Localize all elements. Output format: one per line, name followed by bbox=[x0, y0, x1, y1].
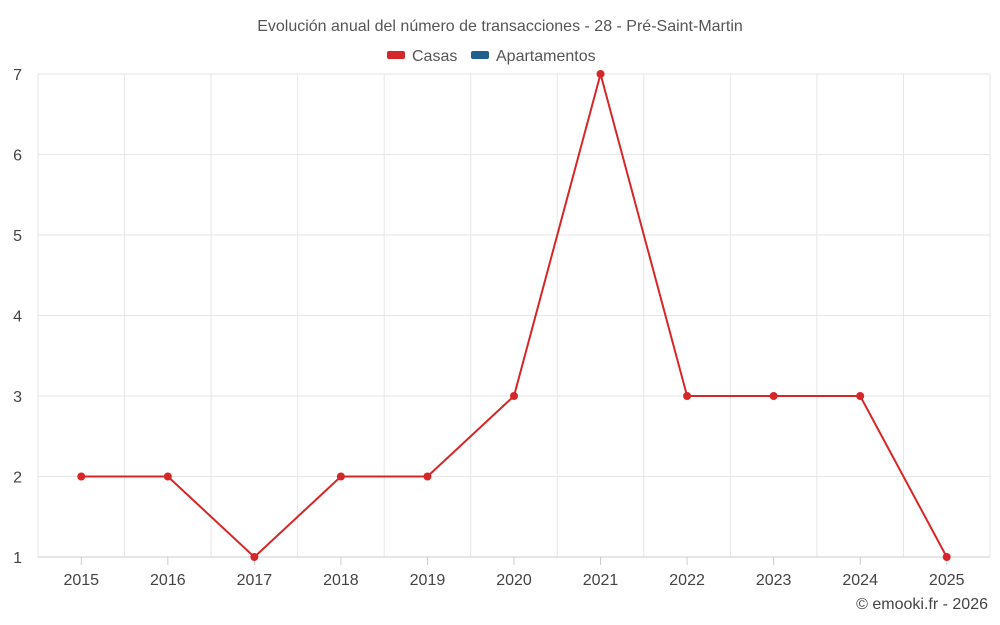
grid bbox=[37, 73, 991, 557]
data-point[interactable] bbox=[596, 70, 605, 78]
x-tick-label: 2023 bbox=[756, 572, 792, 589]
x-tick-label: 2021 bbox=[583, 572, 619, 589]
y-tick-label: 1 bbox=[13, 550, 22, 567]
data-point[interactable] bbox=[163, 472, 172, 481]
credit: © emooki.fr - 2026 bbox=[856, 596, 988, 613]
legend-swatch-apartamentos bbox=[471, 51, 489, 59]
data-point[interactable] bbox=[510, 392, 518, 400]
x-tick-label: 2017 bbox=[237, 572, 273, 589]
x-tick-label: 2024 bbox=[842, 572, 878, 589]
y-tick-label: 5 bbox=[13, 228, 22, 245]
data-point[interactable] bbox=[336, 472, 345, 481]
y-tick-label: 3 bbox=[13, 389, 22, 406]
legend-label-apartamentos: Apartamentos bbox=[496, 48, 596, 65]
x-tick-label: 2022 bbox=[669, 572, 705, 589]
data-point[interactable] bbox=[77, 472, 86, 481]
data-point[interactable] bbox=[250, 553, 259, 561]
x-tick-label: 2020 bbox=[496, 572, 532, 589]
series-casas bbox=[77, 70, 951, 561]
legend-label-casas: Casas bbox=[412, 48, 457, 65]
axes: 1 2 3 4 5 6 7 2015 2016 2017 2018 2019 2020 2021 2022 2… bbox=[13, 67, 990, 589]
legend-item-apartamentos[interactable]: Apartamentos bbox=[471, 48, 596, 65]
y-tick-label: 6 bbox=[13, 148, 22, 165]
chart-title: Evolución anual del número de transaccio… bbox=[257, 18, 743, 35]
x-tick-label: 2015 bbox=[63, 572, 99, 589]
x-tick-label: 2025 bbox=[929, 572, 965, 589]
legend: Casas Apartamentos bbox=[387, 48, 596, 65]
x-tick-label: 2016 bbox=[150, 572, 186, 589]
legend-item-casas[interactable]: Casas bbox=[387, 48, 457, 65]
data-point[interactable] bbox=[942, 553, 951, 561]
y-tick-label: 2 bbox=[13, 470, 22, 487]
data-point[interactable] bbox=[423, 472, 432, 481]
y-tick-label: 4 bbox=[13, 309, 22, 326]
data-point[interactable] bbox=[683, 392, 692, 400]
data-point[interactable] bbox=[856, 392, 865, 400]
x-tick-label: 2019 bbox=[410, 572, 446, 589]
legend-swatch-casas bbox=[387, 51, 405, 59]
y-tick-label: 7 bbox=[13, 67, 22, 84]
data-point[interactable] bbox=[769, 392, 778, 400]
x-tick-label: 2018 bbox=[323, 572, 359, 589]
